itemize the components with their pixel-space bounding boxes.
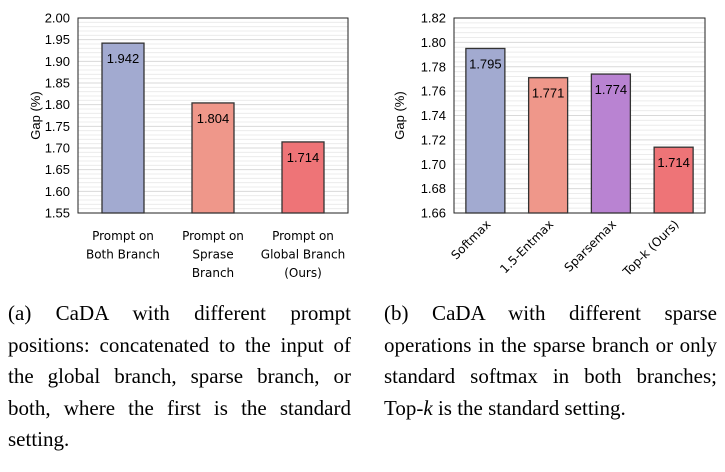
y-tick-label: 1.95 — [45, 32, 70, 47]
y-tick-label: 1.60 — [45, 184, 70, 199]
data-label: 1.714 — [657, 155, 690, 170]
data-label: 1.774 — [595, 82, 628, 97]
figure: 1.55 1.60 1.65 1.70 1.75 1.80 1.85 1.90 1.95 2.00… — [28, 11, 706, 280]
caption-a: (a) CaDA with different prompt positions… — [8, 301, 351, 451]
data-label: 1.771 — [532, 86, 565, 101]
caption-b: (b) CaDA with different sparse operation… — [384, 298, 717, 424]
y-tick-label: 1.68 — [421, 181, 446, 196]
x-tick-label: Sprase — [192, 248, 233, 262]
data-label: 1.714 — [287, 150, 320, 165]
bar — [101, 42, 145, 214]
y-tick-label: 1.80 — [45, 97, 70, 112]
x-tick-label: Both Branch — [86, 248, 160, 262]
y-tick-label: 1.75 — [45, 119, 70, 134]
y-tick-label: 2.00 — [45, 11, 70, 26]
caption-b-text-2: is the standard setting. — [432, 395, 626, 420]
y-tick-label: 1.70 — [45, 141, 70, 156]
x-tick-label: Global Branch — [261, 248, 345, 262]
x-tick-label: Prompt on — [92, 229, 154, 243]
bar — [191, 102, 235, 214]
x-tick-label: (Ours) — [284, 266, 322, 280]
y-tick-label: 1.76 — [421, 84, 446, 99]
bar — [527, 77, 569, 214]
chart-b: 1.66 1.68 1.70 1.72 1.74 1.76 1.78 1.80 1.82 Gap … — [392, 11, 706, 279]
y-tick-label: 1.70 — [421, 157, 446, 172]
data-label: 1.942 — [107, 51, 140, 66]
bar — [281, 141, 325, 214]
y-tick-label: 1.82 — [421, 11, 446, 26]
x-tick-label: 1.5-Entmax — [497, 217, 556, 276]
y-axis-label: Gap (%) — [392, 91, 407, 139]
y-tick-label: 1.90 — [45, 54, 70, 69]
caption-b-k: k — [423, 395, 433, 420]
caption-b-text-1: (b) CaDA with different sparse operation… — [384, 301, 717, 420]
x-tick-label: Sparsemax — [561, 217, 618, 274]
plot-frame — [453, 17, 706, 214]
x-tick-label: Branch — [192, 266, 234, 280]
data-label: 1.804 — [197, 111, 230, 126]
data-label: 1.795 — [469, 56, 502, 71]
y-axis-label: Gap (%) — [28, 91, 43, 139]
bar — [653, 146, 694, 214]
y-tick-label: 1.65 — [45, 162, 70, 177]
y-tick-label: 1.85 — [45, 76, 70, 91]
y-tick-label: 1.80 — [421, 35, 446, 50]
x-tick-label: Top-k (Ours) — [620, 217, 682, 279]
y-tick-label: 1.55 — [45, 206, 70, 221]
y-tick-label: 1.72 — [421, 132, 446, 147]
y-tick-label: 1.74 — [421, 108, 446, 123]
y-tick-label: 1.78 — [421, 59, 446, 74]
x-tick-label: Softmax — [448, 217, 493, 262]
bar — [465, 47, 506, 214]
bar — [590, 73, 632, 214]
chart-a: 1.55 1.60 1.65 1.70 1.75 1.80 1.85 1.90 1.95 2.00… — [28, 11, 349, 280]
x-tick-label: Prompt on — [182, 229, 244, 243]
x-tick-label: Prompt on — [272, 229, 334, 243]
y-tick-label: 1.66 — [421, 206, 446, 221]
